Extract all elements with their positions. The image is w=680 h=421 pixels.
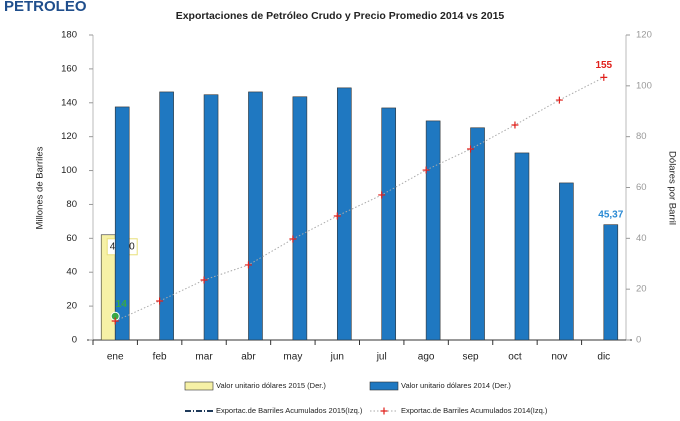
marker [378, 191, 386, 199]
x-tick-label: jun [330, 352, 344, 363]
bar [248, 91, 263, 341]
bar [114, 106, 130, 341]
x-tick-label: dic [597, 352, 610, 363]
y2-tick-label: 20 [636, 284, 647, 295]
y-tick-label: 100 [61, 165, 77, 176]
x-tick-label: sep [462, 352, 479, 363]
legend-label: Exportac.de Barriles Acumulados 2015(Izq… [216, 406, 363, 415]
y-tick-label: 180 [61, 30, 77, 41]
x-tick-label: ago [418, 352, 435, 363]
bar [603, 224, 619, 341]
y-tick-label: 140 [61, 97, 77, 108]
legend-swatch [184, 381, 214, 391]
bar [381, 107, 397, 341]
x-tick-label: jul [376, 352, 387, 363]
x-tick-label: feb [153, 352, 167, 363]
y2-tick-label: 100 [636, 80, 652, 91]
y-tick-label: 60 [66, 233, 77, 244]
y-tick-label: 0 [72, 335, 77, 346]
y2-axis-label: Dólares por Barril [666, 151, 677, 225]
chart-title: Exportaciones de Petróleo Crudo y Precio… [176, 10, 505, 22]
y-axis-label: Millones de Barriles [35, 146, 46, 229]
legend-label: Valor unitario dólares 2015 (Der.) [216, 381, 326, 390]
marker [467, 145, 475, 153]
y2-tick-label: 0 [636, 335, 641, 346]
data-label: 155 [595, 60, 612, 71]
bar [559, 182, 574, 341]
marker [600, 73, 608, 81]
marker [200, 276, 208, 284]
bar [203, 94, 219, 341]
y2-tick-label: 80 [636, 131, 647, 142]
marker [156, 297, 164, 305]
marker [289, 235, 297, 243]
x-tick-label: may [283, 352, 302, 363]
x-tick-label: nov [551, 352, 567, 363]
marker [111, 317, 119, 325]
y-tick-label: 80 [66, 199, 77, 210]
y-tick-label: 40 [66, 267, 77, 278]
x-tick-label: ene [107, 352, 124, 363]
bar [159, 91, 174, 341]
x-tick-label: oct [508, 352, 522, 363]
marker [555, 96, 563, 104]
bar [292, 96, 308, 341]
x-tick-label: abr [241, 352, 256, 363]
x-tick-label: mar [195, 352, 213, 363]
bar [336, 87, 352, 341]
legend-label: Valor unitario dólares 2014 (Der.) [401, 381, 511, 390]
bar [514, 152, 530, 341]
legend-marker [380, 407, 388, 415]
bar [470, 127, 485, 341]
marker [333, 212, 341, 220]
page-header: PETROLEO [4, 0, 87, 15]
y-tick-label: 20 [66, 301, 77, 312]
y2-tick-label: 40 [636, 233, 647, 244]
marker [511, 121, 519, 129]
data-label: 45,37 [598, 209, 623, 220]
marker [422, 166, 430, 174]
legend-label: Exportac.de Barriles Acumulados 2014(Izq… [401, 406, 548, 415]
y2-tick-label: 120 [636, 30, 652, 41]
y-tick-label: 160 [61, 63, 77, 74]
y2-tick-label: 60 [636, 182, 647, 193]
bar [425, 120, 441, 341]
data-label: 14 [116, 299, 128, 310]
marker [244, 261, 252, 269]
y-tick-label: 120 [61, 131, 77, 142]
line [115, 76, 605, 322]
legend-swatch [369, 381, 399, 391]
